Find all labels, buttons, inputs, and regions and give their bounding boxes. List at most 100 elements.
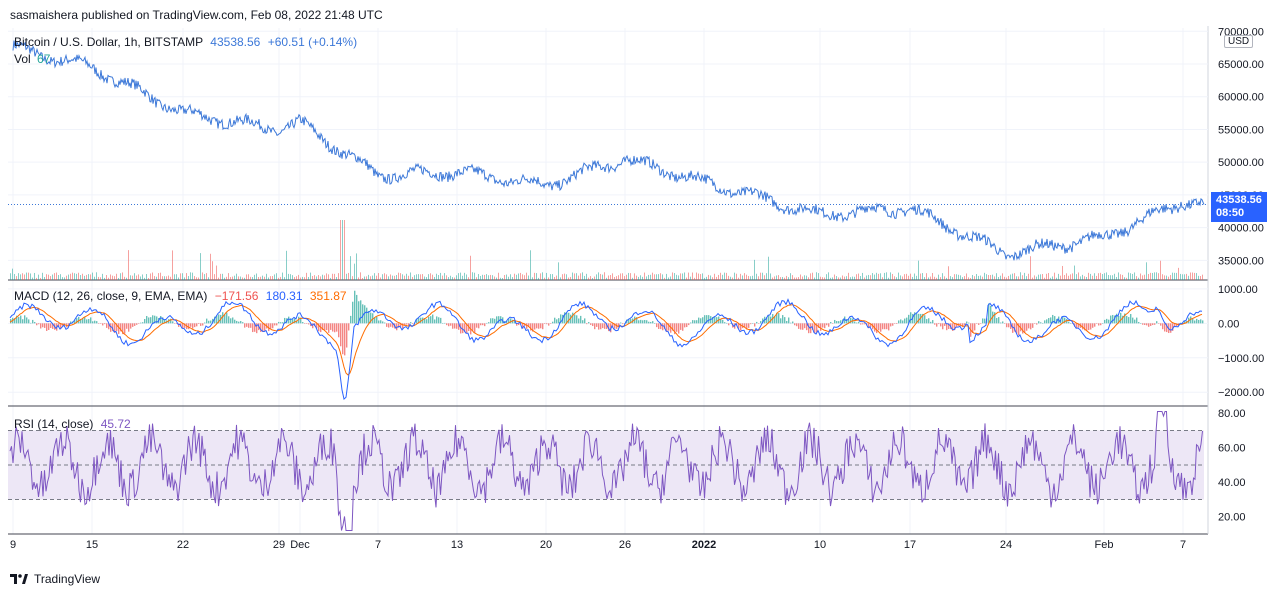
macd-histogram-bar xyxy=(430,316,432,324)
macd-histogram-bar xyxy=(22,319,24,324)
volume-bar xyxy=(552,274,553,280)
volume-bar xyxy=(834,274,835,280)
volume-bar xyxy=(494,276,495,280)
volume-bar xyxy=(340,220,341,280)
macd-histogram-bar xyxy=(1106,318,1108,324)
volume-bar xyxy=(954,274,955,280)
volume-bar xyxy=(920,273,921,280)
chart-svg[interactable]: 9 15 22 29 Dec 7 13 20 26 2022 10 17 24 Feb 770000.006… xyxy=(8,26,1272,566)
volume-bar xyxy=(878,273,879,280)
volume-bar xyxy=(358,277,359,280)
macd-histogram-bar xyxy=(1072,323,1074,324)
macd-histogram-bar xyxy=(464,323,466,333)
macd-histogram-bar xyxy=(250,323,252,328)
macd-histogram-bar xyxy=(556,319,558,324)
volume-bar xyxy=(514,273,515,280)
volume-bar xyxy=(246,274,247,280)
volume-bar xyxy=(314,275,315,280)
macd-histogram-bar xyxy=(1200,319,1202,324)
volume-bar xyxy=(124,276,125,280)
macd-histogram-bar xyxy=(148,317,150,324)
volume-bar xyxy=(1180,273,1181,280)
volume-bar xyxy=(908,275,909,280)
volume-bar xyxy=(912,276,913,280)
volume-bar xyxy=(1082,274,1083,280)
volume-bar xyxy=(570,276,571,280)
volume-bar xyxy=(316,276,317,280)
macd-histogram-bar xyxy=(922,313,924,324)
volume-bar xyxy=(744,273,745,280)
macd-histogram-bar xyxy=(1126,315,1128,324)
volume-bar xyxy=(74,273,75,280)
macd-histogram-bar xyxy=(766,317,768,324)
volume-bar xyxy=(596,274,597,280)
macd-histogram-bar xyxy=(1018,323,1020,336)
volume-bar xyxy=(972,274,973,280)
macd-histogram-bar xyxy=(738,323,740,329)
volume-bar xyxy=(302,276,303,280)
volume-bar xyxy=(480,275,481,280)
macd-histogram-bar xyxy=(328,323,330,333)
volume-bar xyxy=(16,276,17,280)
volume-bar xyxy=(40,277,41,280)
footer-brand[interactable]: TradingView xyxy=(10,572,100,586)
macd-histogram-bar xyxy=(506,320,508,324)
macd-histogram-bar xyxy=(410,322,412,324)
volume-bar xyxy=(788,277,789,280)
volume-bar xyxy=(612,273,613,280)
macd-histogram-bar xyxy=(150,317,152,324)
macd-histogram-bar xyxy=(1076,323,1078,329)
currency-badge[interactable]: USD xyxy=(1224,35,1254,48)
volume-bar xyxy=(882,277,883,280)
macd-histogram-bar xyxy=(948,323,950,329)
macd-histogram-bar xyxy=(284,317,286,324)
volume-bar xyxy=(1190,272,1191,280)
volume-bar xyxy=(760,272,761,280)
macd-histogram-bar xyxy=(714,316,716,324)
volume-bar xyxy=(462,275,463,280)
volume-bar xyxy=(322,274,323,280)
volume-bar xyxy=(414,275,415,280)
macd-histogram-bar xyxy=(34,321,36,324)
volume-bar xyxy=(662,274,663,280)
macd-histogram-bar xyxy=(1156,321,1158,324)
macd-histogram-bar xyxy=(638,320,640,324)
volume-bar xyxy=(1080,276,1081,280)
macd-histogram-bar xyxy=(1140,323,1142,324)
volume-bar xyxy=(102,273,103,280)
macd-histogram-bar xyxy=(1094,323,1096,327)
macd-histogram-bar xyxy=(888,323,890,331)
volume-bar xyxy=(1026,276,1027,280)
volume-bar xyxy=(952,277,953,280)
volume-bar xyxy=(898,272,899,280)
volume-bar xyxy=(740,273,741,280)
macd-histogram-bar xyxy=(48,323,50,330)
volume-bar xyxy=(1006,277,1007,280)
volume-bar xyxy=(650,274,651,280)
macd-histogram-bar xyxy=(198,323,200,325)
macd-histogram-bar xyxy=(396,323,398,331)
volume-bar xyxy=(812,272,813,280)
macd-histogram-bar xyxy=(1034,323,1036,324)
volume-bar xyxy=(680,273,681,280)
macd-histogram-bar xyxy=(1152,323,1154,326)
volume-bar xyxy=(348,272,349,280)
macd-histogram-bar xyxy=(820,323,822,331)
macd-histogram-bar xyxy=(448,323,450,327)
volume-bar xyxy=(140,276,141,280)
volume-bar xyxy=(136,275,137,280)
volume-bar xyxy=(114,276,115,280)
volume-bar xyxy=(380,277,381,280)
macd-histogram-bar xyxy=(132,323,134,327)
macd-histogram-bar xyxy=(338,323,340,338)
volume-bar xyxy=(142,274,143,280)
volume-bar xyxy=(1058,273,1059,280)
macd-histogram-bar xyxy=(882,323,884,330)
volume-bar xyxy=(1032,277,1033,280)
macd-histogram-bar xyxy=(442,323,444,324)
macd-histogram-bar xyxy=(590,323,592,325)
macd-histogram-bar xyxy=(1170,323,1172,333)
macd-histogram-bar xyxy=(1024,323,1026,333)
volume-bar xyxy=(386,274,387,280)
chart-area[interactable]: 9 15 22 29 Dec 7 13 20 26 2022 10 17 24 Feb 7 70000.00 6… xyxy=(8,26,1272,566)
